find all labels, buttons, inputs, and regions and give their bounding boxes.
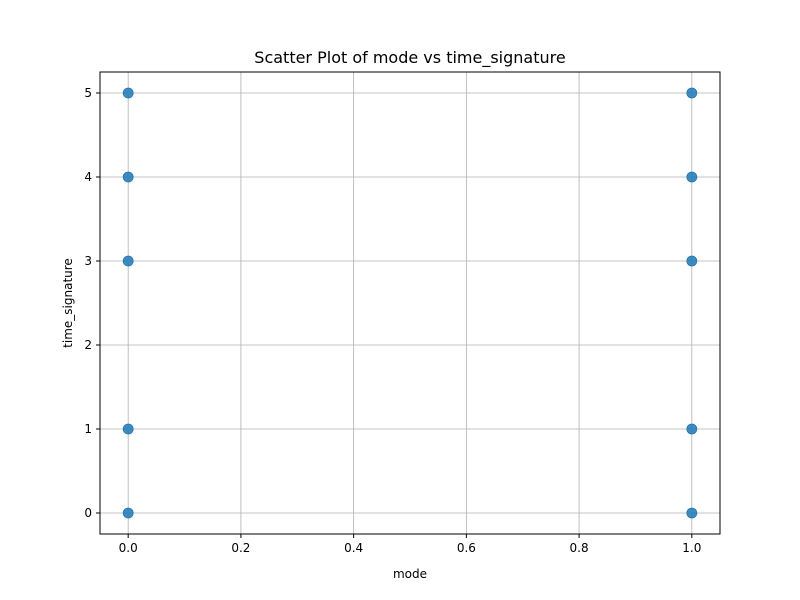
scatter-point xyxy=(122,255,134,267)
scatter-point xyxy=(686,423,698,435)
y-tick-label: 3 xyxy=(84,254,92,268)
y-tick-label: 4 xyxy=(84,170,92,184)
scatter-point xyxy=(686,87,698,99)
chart-title: Scatter Plot of mode vs time_signature xyxy=(254,48,565,68)
x-tick-label: 0.0 xyxy=(119,541,138,555)
y-tick-label: 0 xyxy=(84,506,92,520)
scatter-point xyxy=(122,423,134,435)
scatter-point xyxy=(122,171,134,183)
grid-layer xyxy=(100,72,720,534)
points-layer xyxy=(122,87,698,519)
x-axis-label: mode xyxy=(393,567,427,581)
scatter-point xyxy=(686,507,698,519)
scatter-point xyxy=(686,171,698,183)
plot-frame xyxy=(99,71,721,535)
ticks-layer: 0.0 0.2 0.4 0.6 0.8 1.0 0 1 2 3 4 5 xyxy=(84,86,701,555)
scatter-point xyxy=(686,255,698,267)
y-tick-label: 1 xyxy=(84,422,92,436)
x-tick-label: 0.8 xyxy=(570,541,589,555)
x-tick-label: 0.4 xyxy=(344,541,363,555)
y-tick-label: 2 xyxy=(84,338,92,352)
x-tick-label: 0.2 xyxy=(231,541,250,555)
x-tick-label: 0.6 xyxy=(457,541,476,555)
scatter-point xyxy=(122,507,134,519)
y-axis-label: time_signature xyxy=(61,258,75,348)
scatter-point xyxy=(122,87,134,99)
x-tick-label: 1.0 xyxy=(682,541,701,555)
y-tick-label: 5 xyxy=(84,86,92,100)
